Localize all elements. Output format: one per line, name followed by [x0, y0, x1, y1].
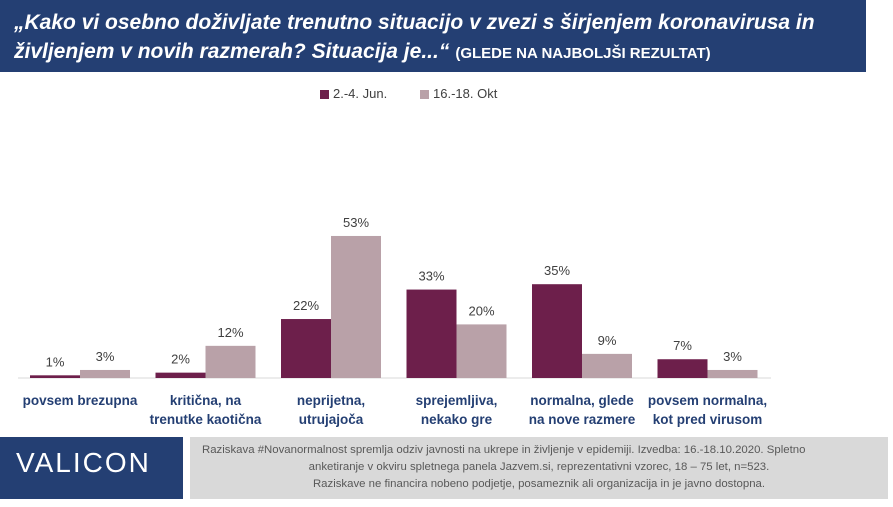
- bar-s0-c1: [155, 372, 206, 378]
- bar-s0-c3: [406, 289, 457, 378]
- note-line-3: Raziskave ne financira nobeno podjetje, …: [312, 478, 766, 490]
- bar-s1-c3: [456, 324, 507, 378]
- data-label-s0-c2: 22%: [293, 298, 319, 313]
- data-label-s1-c5: 3%: [723, 349, 742, 364]
- bar-s0-c0: [30, 375, 80, 378]
- question-text-2: življenjem v novih razmerah? Situacija j…: [14, 40, 450, 63]
- category-label-4-0: normalna, glede: [530, 393, 634, 408]
- note-line-1: Raziskava #Novanormalnost spremlja odziv…: [202, 444, 806, 456]
- bar-s1-c4: [582, 353, 632, 378]
- data-label-s1-c3: 20%: [468, 303, 494, 318]
- bar-s1-c2: [331, 235, 381, 378]
- data-label-s0-c0: 1%: [46, 354, 65, 369]
- methodology-note: Raziskava #Novanormalnost spremlja odziv…: [190, 437, 888, 499]
- data-label-s1-c1: 12%: [217, 325, 243, 340]
- category-label-0-0: povsem brezupna: [23, 393, 138, 408]
- data-label-s1-c4: 9%: [598, 333, 617, 348]
- category-label-2-0: neprijetna,: [297, 393, 365, 408]
- category-label-3-1: nekako gre: [421, 412, 493, 427]
- data-label-s0-c3: 33%: [418, 269, 444, 284]
- legend-label-1: 16.-18. Okt: [433, 86, 498, 101]
- category-label-1-0: kritična, na: [170, 393, 242, 408]
- data-label-s0-c5: 7%: [673, 338, 692, 353]
- bar-s1-c1: [205, 345, 256, 378]
- question-tag: (GLEDE NA NAJBOLJŠI REZULTAT): [455, 45, 711, 62]
- category-label-5-1: kot pred virusom: [653, 412, 763, 427]
- data-label-s1-c0: 3%: [96, 349, 115, 364]
- bar-s0-c2: [281, 319, 331, 378]
- data-label-s1-c2: 53%: [343, 215, 369, 230]
- category-label-2-1: utrujajoča: [299, 412, 364, 427]
- bar-s1-c5: [707, 369, 758, 378]
- category-label-3-0: sprejemljiva,: [416, 393, 498, 408]
- valicon-logo: VALICON: [16, 447, 151, 478]
- category-label-5-0: povsem normalna,: [648, 393, 767, 408]
- bar-s0-c4: [532, 284, 582, 378]
- legend-label-0: 2.-4. Jun.: [333, 86, 387, 101]
- bar-s1-c0: [80, 369, 130, 378]
- data-label-s0-c4: 35%: [544, 263, 570, 278]
- category-label-4-1: na nove razmere: [529, 412, 636, 427]
- bar-s0-c5: [657, 359, 708, 378]
- legend-swatch-1: [420, 90, 429, 99]
- question-header: „Kako vi osebno doživljate trenutno situ…: [0, 0, 866, 72]
- question-line-2: življenjem v novih razmerah? Situacija j…: [14, 37, 856, 68]
- data-label-s0-c1: 2%: [171, 352, 190, 367]
- category-label-1-1: trenutke kaotična: [150, 412, 262, 427]
- legend-swatch-0: [320, 90, 329, 99]
- logo-panel: VALICON: [0, 437, 183, 499]
- bar-chart: 2.-4. Jun. 16.-18. Okt 1% 3% povsem brezupna…: [18, 86, 771, 427]
- question-line-1: „Kako vi osebno doživljate trenutno situ…: [14, 11, 815, 34]
- note-line-2: anketiranje v okviru spletnega panela Ja…: [308, 461, 770, 473]
